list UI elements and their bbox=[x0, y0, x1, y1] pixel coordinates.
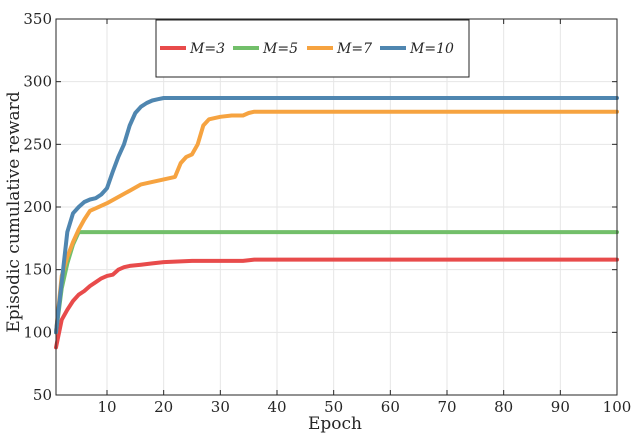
x-tick-label: 70 bbox=[437, 398, 456, 416]
plot-area-frame bbox=[55, 18, 618, 396]
legend-label-m10: M=10 bbox=[409, 41, 454, 57]
legend: M=3 M=5 M=7 M=10 bbox=[155, 19, 470, 78]
x-tick-label: 30 bbox=[211, 398, 230, 416]
x-tick-label: 90 bbox=[551, 398, 570, 416]
y-axis-label: Episodic cumulative reward bbox=[4, 91, 24, 332]
series-lines bbox=[54, 96, 619, 350]
x-tick-label: 40 bbox=[267, 398, 286, 416]
x-tick-label: 10 bbox=[97, 398, 116, 416]
y-tick-label: 300 bbox=[23, 73, 52, 91]
y-axis-tick-labels: 50 100 150 200 250 300 350 bbox=[23, 10, 52, 404]
x-tick-label: 60 bbox=[381, 398, 400, 416]
series-line-m7 bbox=[54, 109, 619, 335]
x-axis-tick-labels: 10 20 30 40 50 60 70 80 90 100 bbox=[97, 398, 631, 416]
x-tick-label: 50 bbox=[324, 398, 343, 416]
y-tick-label: 50 bbox=[33, 386, 52, 404]
y-tick-label: 200 bbox=[23, 198, 52, 216]
legend-label-m7: M=7 bbox=[336, 41, 372, 57]
x-axis-label: Epoch bbox=[308, 414, 362, 434]
legend-label-m3: M=3 bbox=[189, 41, 225, 57]
x-tick-label: 80 bbox=[494, 398, 513, 416]
y-tick-label: 250 bbox=[23, 135, 52, 153]
y-tick-label: 350 bbox=[23, 10, 52, 28]
series-line-m10 bbox=[54, 96, 619, 335]
series-line-m3 bbox=[54, 257, 619, 350]
x-tick-label: 100 bbox=[603, 398, 632, 416]
y-tick-label: 150 bbox=[23, 261, 52, 279]
legend-label-m5: M=5 bbox=[262, 41, 298, 57]
y-tick-label: 100 bbox=[23, 323, 52, 341]
x-tick-label: 20 bbox=[154, 398, 173, 416]
